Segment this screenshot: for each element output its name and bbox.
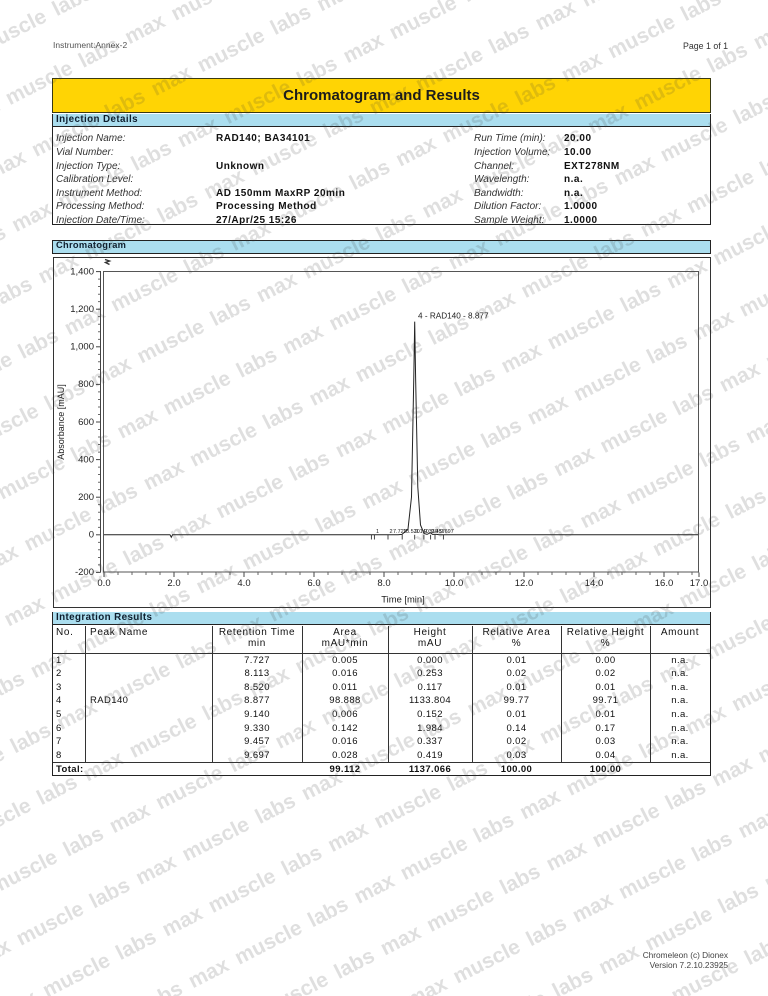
svg-text:1: 1 bbox=[376, 529, 379, 535]
svg-text:1,400: 1,400 bbox=[70, 266, 94, 277]
svg-text:0: 0 bbox=[89, 530, 94, 541]
svg-text:8.0: 8.0 bbox=[377, 578, 390, 589]
svg-text:2.0: 2.0 bbox=[167, 578, 180, 589]
svg-text:Time [min]: Time [min] bbox=[381, 594, 424, 605]
svg-text:Absorbance [mAU]: Absorbance [mAU] bbox=[56, 384, 66, 460]
svg-text:2: 2 bbox=[390, 529, 393, 535]
svg-text:600: 600 bbox=[78, 417, 94, 428]
svg-text:7.727: 7.727 bbox=[393, 529, 407, 535]
svg-text:0.0: 0.0 bbox=[97, 578, 110, 589]
svg-text:-200: -200 bbox=[75, 567, 94, 578]
svg-text:12.0: 12.0 bbox=[515, 578, 534, 589]
svg-text:400: 400 bbox=[78, 454, 94, 465]
svg-text:200: 200 bbox=[78, 492, 94, 503]
svg-text:10.0: 10.0 bbox=[445, 578, 464, 589]
svg-text:8.520: 8.520 bbox=[406, 529, 420, 535]
svg-text:14.0: 14.0 bbox=[585, 578, 604, 589]
svg-text:9.330: 9.330 bbox=[424, 529, 438, 535]
svg-text:9.697: 9.697 bbox=[440, 529, 454, 535]
svg-text:1,200: 1,200 bbox=[70, 304, 94, 315]
svg-text:800: 800 bbox=[78, 379, 94, 390]
svg-text:4 - RAD140 - 8.877: 4 - RAD140 - 8.877 bbox=[418, 312, 489, 321]
svg-text:16.0: 16.0 bbox=[655, 578, 674, 589]
svg-text:1: 1 bbox=[403, 529, 406, 535]
svg-text:17.0: 17.0 bbox=[690, 578, 709, 589]
svg-text:1,000: 1,000 bbox=[70, 342, 94, 353]
svg-text:9.457: 9.457 bbox=[431, 529, 445, 535]
svg-text:4.0: 4.0 bbox=[237, 578, 250, 589]
svg-text:6.0: 6.0 bbox=[307, 578, 320, 589]
svg-text:9.140: 9.140 bbox=[415, 529, 429, 535]
